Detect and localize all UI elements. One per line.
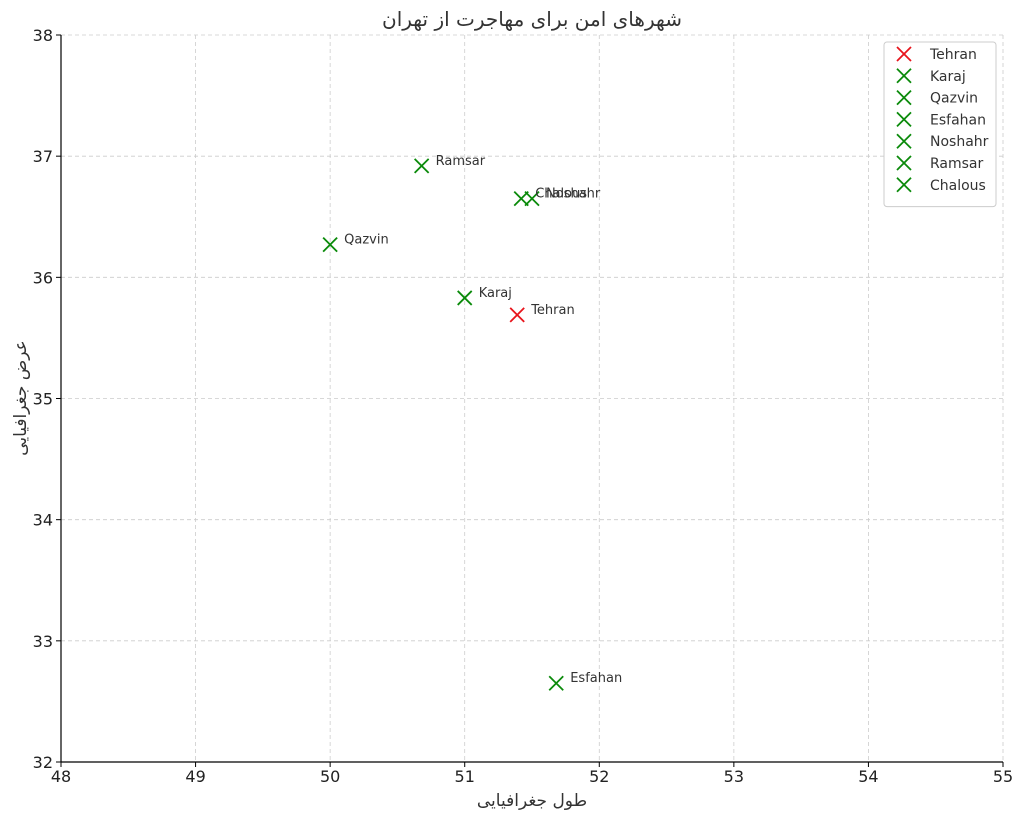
data-point-ramsar xyxy=(414,158,430,174)
legend-marker-chalous xyxy=(896,177,912,193)
data-point-noshahr xyxy=(524,190,540,207)
legend-entry-noshahr: Noshahr xyxy=(930,134,989,150)
x-tick-label: 55 xyxy=(993,767,1013,786)
x-tick-label: 52 xyxy=(589,767,609,786)
point-label-chalous: Chalous xyxy=(535,187,587,202)
point-label-esfahan: Esfahan xyxy=(570,671,622,686)
grid-lines xyxy=(60,34,1004,763)
legend-box xyxy=(883,41,997,208)
legend-entry-chalous: Chalous xyxy=(930,178,986,194)
y-axis-label: عرض جغرافیایی xyxy=(11,340,31,456)
data-point-karaj xyxy=(457,290,473,306)
data-point-qazvin xyxy=(322,236,338,253)
point-label-noshahr: Noshahr xyxy=(546,187,601,202)
y-tick-label: 33 xyxy=(33,632,53,651)
legend: Tehran Karaj Qazvin Esfahan Noshahr Ramsar Cha… xyxy=(883,41,997,208)
point-label-tehran: Tehran xyxy=(530,303,575,318)
legend-entry-qazvin: Qazvin xyxy=(930,91,978,107)
legend-marker-esfahan xyxy=(896,111,912,128)
legend-marker-ramsar xyxy=(896,155,912,171)
x-tick-label: 51 xyxy=(455,767,475,786)
legend-marker-karaj xyxy=(896,68,912,84)
x-tick-label: 49 xyxy=(185,767,205,786)
point-label-qazvin: Qazvin xyxy=(344,233,389,248)
data-point-esfahan xyxy=(548,675,564,691)
y-tick-label: 35 xyxy=(33,390,53,409)
y-tick-label: 37 xyxy=(33,147,53,166)
x-tick-label: 50 xyxy=(320,767,340,786)
point-label-ramsar: Ramsar xyxy=(436,154,486,169)
x-tick-label: 53 xyxy=(724,767,744,786)
y-tick-label: 36 xyxy=(33,268,53,287)
legend-marker-noshahr xyxy=(896,133,912,149)
data-point-chalous xyxy=(513,190,529,207)
point-labels: Tehran Karaj Qazvin Esfahan Noshahr Ramsar Cha… xyxy=(344,154,622,686)
y-tick-label: 38 xyxy=(33,26,53,45)
chart-title: شهرهای امن برای مهاجرت از تهران xyxy=(382,7,682,31)
legend-entry-karaj: Karaj xyxy=(930,69,966,85)
legend-entry-tehran: Tehran xyxy=(929,47,977,63)
y-tick-label: 32 xyxy=(33,753,53,772)
data-point-tehran xyxy=(509,307,525,323)
y-tick-label: 34 xyxy=(33,511,53,530)
data-points xyxy=(322,158,564,691)
legend-marker-tehran xyxy=(896,46,912,62)
tick-labels: 48 49 50 51 52 53 54 55 32 33 34 35 36 37 38 xyxy=(33,26,1014,786)
x-tick-label: 48 xyxy=(51,767,71,786)
legend-entry-esfahan: Esfahan xyxy=(930,112,986,128)
x-tick-label: 54 xyxy=(858,767,878,786)
x-axis-label: طول جغرافیایی xyxy=(477,791,587,811)
legend-marker-qazvin xyxy=(896,89,912,106)
legend-entry-ramsar: Ramsar xyxy=(930,156,984,172)
point-label-karaj: Karaj xyxy=(479,286,512,301)
